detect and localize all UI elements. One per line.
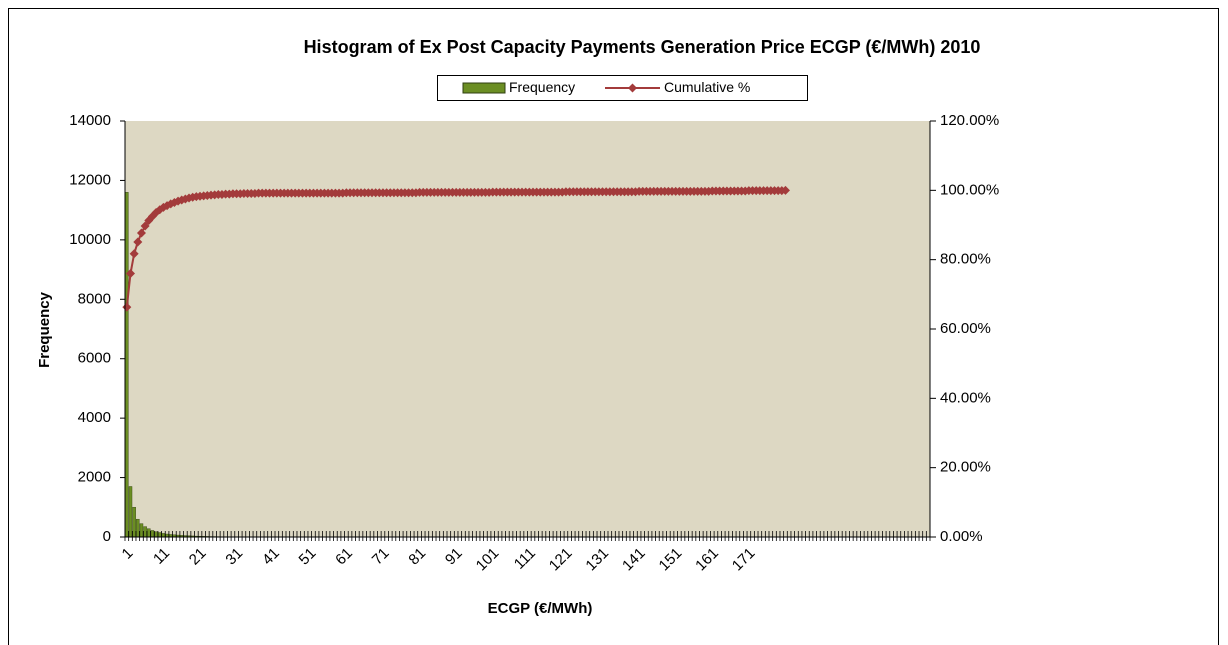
bar: [158, 532, 162, 538]
plot-area: [125, 121, 930, 537]
bar: [132, 507, 136, 538]
bar: [161, 533, 166, 538]
y-tick-label: 10000: [69, 231, 111, 248]
bar: [125, 192, 129, 538]
y2-tick-label: 0.00%: [940, 528, 983, 545]
cumulative-marker: [129, 249, 139, 259]
bar: [139, 523, 144, 538]
bar: [147, 528, 151, 538]
bar: [143, 526, 147, 538]
cumulative-marker: [136, 228, 146, 238]
y2-tick-label: 20.00%: [940, 459, 991, 476]
bar: [128, 486, 133, 538]
legend-swatch: [462, 82, 506, 94]
y2-tick-label: 60.00%: [940, 320, 991, 337]
bar: [154, 531, 158, 538]
cumulative-marker: [133, 237, 143, 247]
cumulative-marker: [780, 185, 790, 195]
y-tick-label: 0: [103, 528, 111, 545]
chart-title: Histogram of Ex Post Capacity Payments G…: [304, 37, 981, 57]
y-tick-label: 6000: [78, 350, 111, 367]
y-tick-label: 4000: [78, 409, 111, 426]
y-tick-label: 8000: [78, 290, 111, 307]
y-axis-title: Frequency: [36, 291, 53, 368]
legend-marker: [628, 83, 637, 93]
y-tick-label: 14000: [69, 112, 111, 129]
y-tick-label: 12000: [69, 171, 111, 188]
y2-tick-label: 40.00%: [940, 389, 991, 406]
bar: [150, 530, 155, 538]
bar: [136, 518, 140, 538]
legend-label: Frequency: [509, 79, 575, 95]
y2-tick-label: 80.00%: [940, 251, 991, 268]
x-axis-title: ECGP (€/MWh): [488, 600, 593, 617]
y2-tick-label: 120.00%: [940, 112, 999, 129]
cumulative-marker: [125, 269, 135, 279]
y-tick-label: 2000: [78, 469, 111, 486]
cumulative-marker: [140, 221, 150, 231]
legend-label: Cumulative %: [664, 79, 750, 95]
y2-tick-label: 100.00%: [940, 181, 999, 198]
